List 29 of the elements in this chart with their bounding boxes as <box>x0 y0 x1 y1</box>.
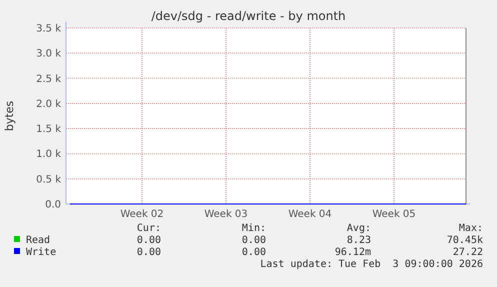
text: 96.12m <box>334 247 371 258</box>
x-tick-label: Week 04 <box>288 209 332 220</box>
y-tick-label: 1.5 k <box>36 124 62 136</box>
text: Avg: <box>346 223 371 234</box>
x-tick-label: Week 03 <box>204 209 248 220</box>
text: 0.00 <box>136 235 161 246</box>
y-axis-title: bytes <box>3 100 16 132</box>
text: 0.00 <box>242 235 266 246</box>
text: 0.00 <box>242 247 266 258</box>
y-tick-label: 3.0 k <box>36 48 62 60</box>
y-tick-label: 2.5 k <box>36 74 62 85</box>
y-tick-label: 3.5 k <box>36 24 62 34</box>
text: 27.22 <box>452 247 483 258</box>
text: Cur: <box>136 223 161 234</box>
y-tick-label: 0.0 <box>45 200 61 210</box>
text: Min: <box>242 223 266 234</box>
x-tick-label: Week 02 <box>120 209 164 220</box>
chart-title: /dev/sdg - read/write - by month <box>151 9 346 23</box>
y-tick-label: 2.0 k <box>36 98 62 110</box>
x-tick-label: Week 05 <box>372 209 416 220</box>
text: 70.45k <box>446 235 483 246</box>
text: Last update: Tue Feb 3 09:00:00 2026 <box>260 259 483 270</box>
legend-label: Read <box>26 235 50 246</box>
legend-label: Write <box>26 247 56 258</box>
text: Max: <box>458 223 483 234</box>
y-tick-label: 0.5 k <box>36 174 62 186</box>
text: 8.23 <box>346 235 371 246</box>
y-tick-label: 1.0 k <box>36 149 62 160</box>
text: 0.00 <box>136 247 161 258</box>
